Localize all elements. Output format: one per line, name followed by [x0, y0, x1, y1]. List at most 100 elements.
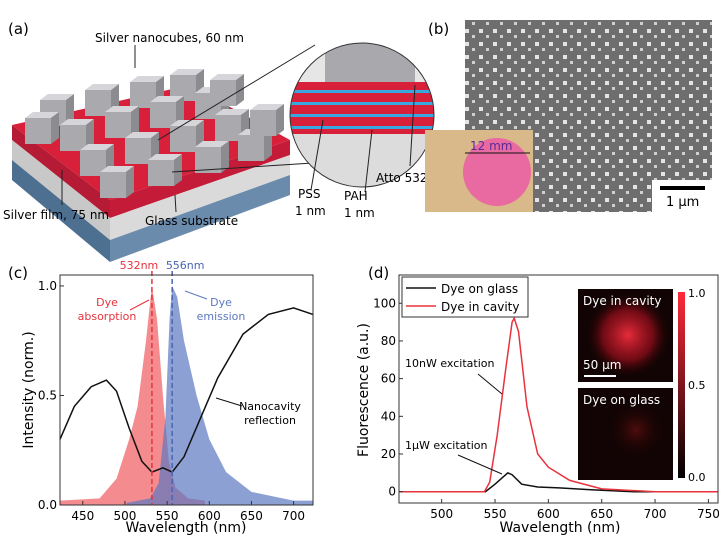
- zoom-circle-border: [289, 42, 435, 188]
- absorption-arrow: [129, 299, 150, 311]
- nanocube: [60, 119, 94, 125]
- nanocube: [131, 106, 139, 138]
- x-tick-label: 700: [282, 509, 305, 523]
- polymer-layer-side: [12, 125, 110, 218]
- colorbar-tick: 0.5: [688, 379, 706, 392]
- pss-label: PSS: [298, 187, 320, 201]
- x-axis-label: Wavelength (nm): [126, 520, 247, 536]
- nanocube: [238, 135, 264, 161]
- series-line-1: [399, 316, 718, 493]
- x-tick-label: 600: [198, 509, 221, 523]
- nanocube: [210, 74, 244, 80]
- panel-d-label: (d): [368, 264, 389, 282]
- silver-film-label: Silver film, 75 nm: [3, 208, 109, 222]
- silver-film-front: [110, 155, 290, 240]
- panel-c-chart: (c) 532nm 556nm 450 500 550 600 650 700 0.0 0.5 1.…: [8, 259, 314, 536]
- panel-b: (b) 12 mm 1 µm: [425, 20, 712, 212]
- panel-a: (a) Silver nanocubes, 60 nm Silver film,…: [3, 20, 453, 262]
- cavity-glow: [586, 293, 670, 377]
- emission-label-2: emission: [197, 310, 246, 323]
- silver-nanocubes: [25, 69, 284, 198]
- y-axis-label: Fluorescence (a.u.): [356, 323, 372, 457]
- leader-line: [409, 84, 416, 167]
- x-tick-label: 500: [430, 507, 453, 521]
- nanocubes-label: Silver nanocubes, 60 nm: [95, 31, 244, 45]
- nanocube: [60, 125, 86, 151]
- nanocube: [105, 106, 139, 112]
- inset-top-label: Dye in cavity: [583, 294, 662, 308]
- scale-bar-label: 1 µm: [666, 195, 699, 210]
- nanocube: [100, 172, 126, 198]
- reflection-label-2: reflection: [244, 414, 296, 427]
- reflection-label-1: Nanocavity: [239, 400, 301, 413]
- series-area-1: [126, 286, 313, 505]
- nanocube: [148, 154, 182, 160]
- absorption-label-2: absorption: [78, 310, 137, 323]
- silver-film-side: [12, 140, 110, 240]
- y-tick-label: 40: [381, 409, 396, 423]
- nanocube: [125, 132, 159, 138]
- nanocube: [264, 129, 272, 161]
- glass-substrate-front: [110, 175, 290, 262]
- leader-line: [310, 119, 324, 191]
- marker-label: 532nm: [120, 259, 159, 272]
- nanocube: [80, 144, 114, 150]
- nanocube: [86, 119, 94, 151]
- y-tick-label: 80: [381, 334, 396, 348]
- series-area-0: [60, 286, 206, 505]
- x-tick-label: 750: [697, 507, 720, 521]
- nanocube: [174, 154, 182, 186]
- absorption-label-1: Dye: [96, 296, 118, 309]
- nanocube: [85, 84, 119, 90]
- glass-glow: [606, 400, 666, 460]
- inset-scale-label: 50 µm: [583, 358, 621, 372]
- emission-label-1: Dye: [210, 296, 232, 309]
- nanocube: [250, 104, 284, 110]
- leader-line: [174, 194, 177, 213]
- nanocube: [126, 166, 134, 198]
- nanocube: [130, 76, 164, 82]
- nanocube: [221, 141, 229, 173]
- nanocube: [170, 69, 204, 75]
- zoom-line: [157, 44, 316, 141]
- glass-substrate-side: [12, 160, 110, 262]
- panel-c-label: (c): [8, 264, 28, 282]
- y-tick-label: 1.0: [38, 279, 57, 293]
- series-line-2: [59, 307, 314, 474]
- pss-thickness: 1 nm: [295, 204, 326, 218]
- x-axis-label: Wavelength (nm): [500, 520, 621, 536]
- pah-label: PAH: [344, 189, 368, 203]
- panel-b-label: (b): [428, 20, 449, 38]
- y-axis-label: Intensity (norm.): [21, 331, 37, 448]
- cavity-arrow: [477, 373, 503, 395]
- panel-a-label: (a): [8, 20, 29, 38]
- x-tick-label: 650: [240, 509, 263, 523]
- colorbar: [678, 292, 685, 478]
- emission-arrow: [184, 290, 208, 300]
- glass-excitation-label: 1µW excitation: [405, 439, 488, 452]
- scale-bar-box: [652, 180, 712, 212]
- nanocube: [150, 96, 184, 102]
- series-line-0: [399, 472, 718, 493]
- y-tick-label: 60: [381, 372, 396, 386]
- nanocube: [148, 160, 174, 186]
- x-tick-label: 550: [156, 509, 179, 523]
- nanocube: [25, 112, 59, 118]
- nanocube: [215, 115, 241, 141]
- y-tick-label: 0.0: [38, 498, 57, 512]
- colorbar-tick: 1.0: [688, 287, 706, 300]
- legend-label-glass: Dye on glass: [441, 282, 518, 296]
- y-tick-label: 20: [381, 447, 396, 461]
- nanocube: [40, 94, 74, 100]
- nanocube: [100, 166, 134, 172]
- x-tick-label: 450: [71, 509, 94, 523]
- x-tick-label: 500: [113, 509, 136, 523]
- pah-thickness: 1 nm: [344, 206, 375, 220]
- nanocube: [105, 112, 131, 138]
- inset-size-label: 12 mm: [470, 139, 512, 153]
- x-tick-label: 650: [590, 507, 613, 521]
- x-tick-label: 550: [484, 507, 507, 521]
- x-tick-label: 600: [537, 507, 560, 521]
